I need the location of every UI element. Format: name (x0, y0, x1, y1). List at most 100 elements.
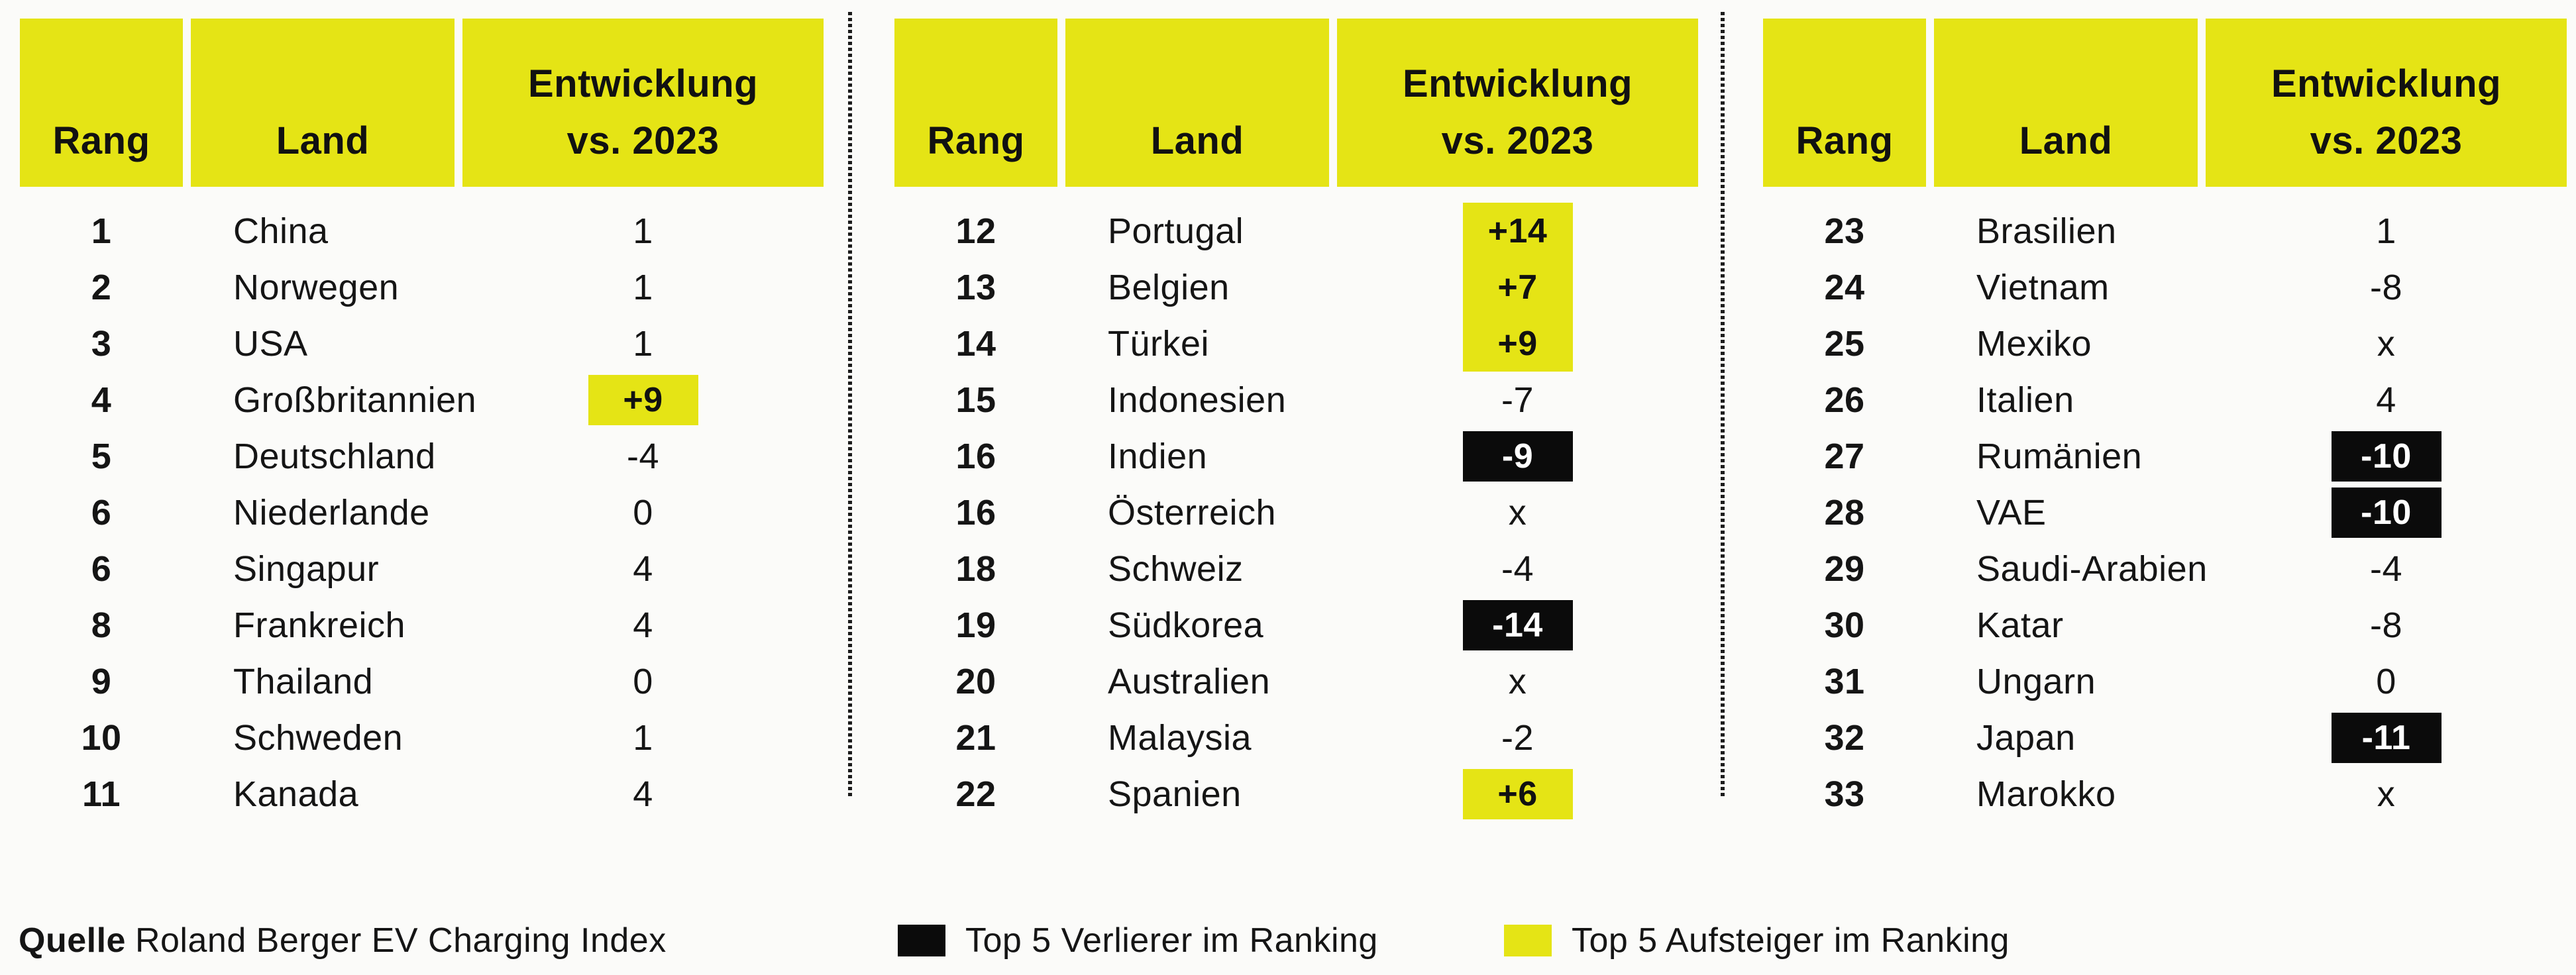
source-label: Quelle (19, 921, 126, 960)
rank-value: 16 (955, 436, 996, 476)
table-row: 32 Japan -11 (1763, 709, 2567, 766)
table-row: 15 Indonesien -7 (894, 372, 1698, 428)
change-value: x (1508, 661, 1527, 701)
header-cell-entwicklung: Entwicklung vs. 2023 (1337, 19, 1698, 187)
change-cell: x (2206, 766, 2567, 822)
rank-value: 6 (91, 492, 112, 533)
rank-value: 23 (1824, 211, 1865, 251)
header-rang-label: Rang (52, 119, 150, 162)
change-cell: 1 (462, 203, 824, 259)
change-cell: -10 (2206, 428, 2567, 484)
table-row: 29 Saudi-Arabien -4 (1763, 540, 2567, 597)
change-cell: -8 (2206, 597, 2567, 653)
change-cell: 1 (2206, 203, 2567, 259)
change-value: 4 (633, 605, 653, 645)
change-cell: 1 (462, 709, 824, 766)
table-row: 14 Türkei +9 (894, 315, 1698, 372)
country-name: Italien (1976, 380, 2074, 420)
change-value: -7 (1501, 380, 1534, 420)
country-name: Schweden (233, 717, 403, 758)
rank-value: 28 (1824, 492, 1865, 533)
country-name: VAE (1976, 492, 2047, 533)
header-entwicklung-line2: vs. 2023 (566, 119, 720, 162)
change-cell: -4 (462, 428, 824, 484)
rank-value: 25 (1824, 323, 1865, 364)
country-name: Malaysia (1108, 717, 1252, 758)
country-name: Türkei (1108, 323, 1210, 364)
table-row: 16 Indien -9 (894, 428, 1698, 484)
rank-value: 29 (1824, 548, 1865, 589)
table-row: 3 USA 1 (20, 315, 824, 372)
table-row: 10 Schweden 1 (20, 709, 824, 766)
change-cell: -9 (1337, 428, 1698, 484)
table-header: Rang Land Entwicklung vs. 2023 (1763, 19, 2567, 187)
legend-gainers-label: Top 5 Aufsteiger im Ranking (1572, 921, 2010, 960)
table-row: 19 Südkorea -14 (894, 597, 1698, 653)
table-body: 23 Brasilien 1 24 Vietnam -8 25 Mexiko x 26 Italie… (1763, 203, 2567, 822)
ranking-table-2: Rang Land Entwicklung vs. 2023 12 Portuga… (894, 19, 1698, 822)
header-cell-entwicklung: Entwicklung vs. 2023 (2206, 19, 2567, 187)
table-row: 30 Katar -8 (1763, 597, 2567, 653)
change-badge-loser: -10 (2331, 431, 2442, 482)
country-name: Deutschland (233, 436, 436, 476)
rank-value: 20 (955, 661, 996, 701)
rank-value: 26 (1824, 380, 1865, 420)
table-row: 18 Schweiz -4 (894, 540, 1698, 597)
change-value: 4 (633, 548, 653, 589)
change-value: x (2377, 323, 2396, 364)
change-badge-loser: -14 (1462, 599, 1573, 650)
country-name: USA (233, 323, 308, 364)
table-row: 28 VAE -10 (1763, 484, 2567, 540)
change-cell: 1 (462, 259, 824, 315)
rank-value: 1 (91, 211, 112, 251)
table-row: 21 Malaysia -2 (894, 709, 1698, 766)
change-cell: 4 (462, 766, 824, 822)
country-name: Großbritannien (233, 380, 477, 420)
change-value: 0 (633, 661, 653, 701)
change-cell: 0 (2206, 653, 2567, 709)
change-value: 1 (2376, 211, 2396, 251)
change-cell: -4 (2206, 540, 2567, 597)
country-name: Rumänien (1976, 436, 2143, 476)
change-cell: 4 (462, 597, 824, 653)
header-rang-label: Rang (1796, 119, 1894, 162)
country-name: Mexiko (1976, 323, 2092, 364)
change-cell: +14 (1337, 203, 1698, 259)
header-cell-rang: Rang (1763, 19, 1926, 187)
country-name: Saudi-Arabien (1976, 548, 2208, 589)
change-badge-gainer: +7 (1462, 259, 1573, 315)
table-row: 16 Österreich x (894, 484, 1698, 540)
rank-value: 22 (955, 774, 996, 814)
loser-color-swatch (898, 925, 945, 956)
table-row: 20 Australien x (894, 653, 1698, 709)
table-row: 5 Deutschland -4 (20, 428, 824, 484)
change-badge-loser: -9 (1462, 431, 1573, 482)
country-name: Portugal (1108, 211, 1244, 251)
change-value: -4 (626, 436, 659, 476)
table-row: 25 Mexiko x (1763, 315, 2567, 372)
country-name: Frankreich (233, 605, 406, 645)
country-name: Belgien (1108, 267, 1230, 307)
country-name: China (233, 211, 329, 251)
change-value: 0 (633, 492, 653, 533)
ranking-table-1: Rang Land Entwicklung vs. 2023 1 China 1 2 N… (20, 19, 824, 822)
change-value: 1 (633, 323, 653, 364)
table-row: 12 Portugal +14 (894, 203, 1698, 259)
table-row: 11 Kanada 4 (20, 766, 824, 822)
country-name: Katar (1976, 605, 2064, 645)
change-badge-gainer: +9 (1462, 315, 1573, 372)
ranking-table-3: Rang Land Entwicklung vs. 2023 23 Brasili… (1763, 19, 2567, 822)
country-name: Niederlande (233, 492, 430, 533)
change-cell: -8 (2206, 259, 2567, 315)
table-row: 13 Belgien +7 (894, 259, 1698, 315)
table-row: 22 Spanien +6 (894, 766, 1698, 822)
country-name: Marokko (1976, 774, 2116, 814)
header-entwicklung-line1: Entwicklung (2271, 62, 2502, 105)
source-text: Roland Berger EV Charging Index (134, 921, 667, 960)
table-row: 1 China 1 (20, 203, 824, 259)
rank-value: 8 (91, 605, 112, 645)
header-cell-rang: Rang (20, 19, 183, 187)
rank-value: 14 (955, 323, 996, 364)
header-cell-land: Land (1065, 19, 1329, 187)
